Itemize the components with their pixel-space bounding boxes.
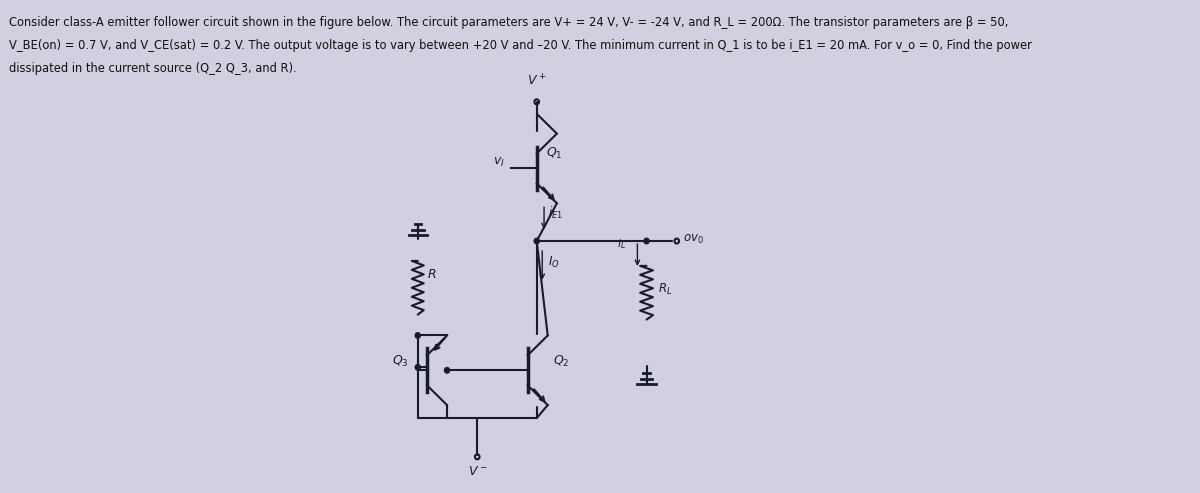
Text: $Q_3$: $Q_3$ (392, 354, 409, 369)
Text: $Q_1$: $Q_1$ (546, 145, 563, 161)
Text: $v_I$: $v_I$ (493, 155, 505, 169)
Text: $i_L$: $i_L$ (618, 237, 626, 251)
Text: V_BE(on) = 0.7 V, and V_CE(sat) = 0.2 V. The output voltage is to vary between +: V_BE(on) = 0.7 V, and V_CE(sat) = 0.2 V.… (8, 39, 1032, 52)
Text: Consider class-A emitter follower circuit shown in the figure below. The circuit: Consider class-A emitter follower circui… (8, 16, 1008, 29)
Text: $I_O$: $I_O$ (547, 255, 559, 270)
Text: $R$: $R$ (427, 268, 437, 281)
Text: $Q_2$: $Q_2$ (553, 354, 570, 369)
Text: $V^+$: $V^+$ (527, 73, 546, 89)
Text: $i_{E1}$: $i_{E1}$ (547, 205, 563, 221)
Circle shape (415, 333, 420, 338)
Text: $R_L$: $R_L$ (658, 282, 672, 297)
Circle shape (644, 238, 649, 244)
Circle shape (444, 367, 450, 373)
Text: dissipated in the current source (Q_2 Q_3, and R).: dissipated in the current source (Q_2 Q_… (8, 62, 296, 75)
Circle shape (534, 238, 539, 244)
Text: $V^-$: $V^-$ (468, 465, 487, 478)
Text: $ov_0$: $ov_0$ (683, 233, 704, 246)
Circle shape (415, 364, 420, 370)
